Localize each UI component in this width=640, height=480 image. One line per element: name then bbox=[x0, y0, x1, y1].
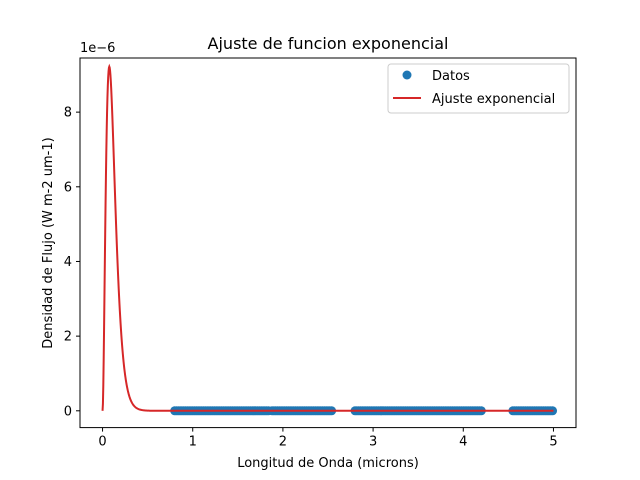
plot-background bbox=[80, 58, 576, 428]
chart-title: Ajuste de funcion exponencial bbox=[208, 34, 449, 53]
x-tick-label: 0 bbox=[98, 435, 106, 450]
y-tick-label: 0 bbox=[64, 404, 72, 419]
y-tick-label: 6 bbox=[64, 180, 72, 195]
fit-curve-ajuste bbox=[101, 63, 554, 412]
x-tick-label: 4 bbox=[459, 435, 467, 450]
legend-box bbox=[387, 63, 570, 114]
x-axis-label: Longitud de Onda (microns) bbox=[237, 456, 419, 471]
axes-frame bbox=[79, 57, 577, 429]
y-axis-label: Densidad de Flujo (W m-2 um-1) bbox=[41, 137, 56, 348]
legend: Datos Ajuste exponencial bbox=[387, 63, 570, 114]
x-tick-label: 2 bbox=[279, 435, 287, 450]
legend-label-datos: Datos bbox=[432, 69, 470, 84]
x-tick-label: 5 bbox=[549, 435, 557, 450]
x-tick-label: 1 bbox=[189, 435, 197, 450]
y-offset-label: 1e−6 bbox=[80, 41, 115, 56]
y-tick-label: 8 bbox=[64, 106, 72, 121]
plot-area bbox=[80, 58, 576, 428]
y-axis: 0 2 4 6 8 bbox=[64, 106, 80, 419]
legend-marker-datos bbox=[402, 70, 412, 80]
y-tick-label: 2 bbox=[64, 330, 72, 345]
legend-label-ajuste: Ajuste exponencial bbox=[432, 92, 555, 107]
x-tick-label: 3 bbox=[369, 435, 377, 450]
y-tick-label: 4 bbox=[64, 255, 72, 270]
series-layer bbox=[101, 63, 558, 416]
x-axis: 0 1 2 3 4 5 bbox=[98, 427, 558, 450]
